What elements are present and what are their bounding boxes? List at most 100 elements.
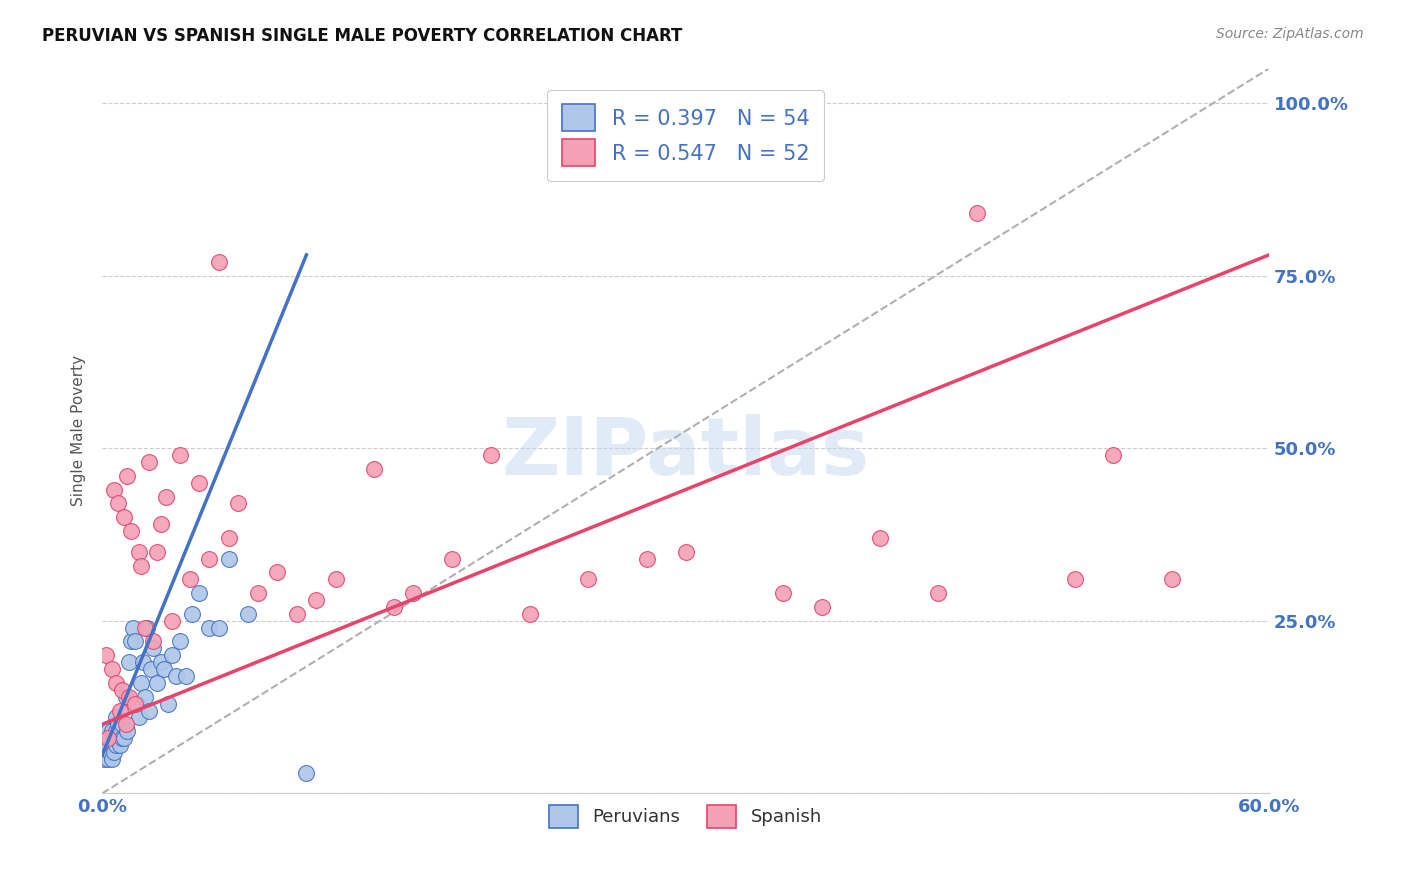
Point xyxy=(107,496,129,510)
Point xyxy=(136,621,159,635)
Point xyxy=(208,255,231,269)
Point xyxy=(114,717,136,731)
Point xyxy=(103,745,125,759)
Point xyxy=(94,648,117,663)
Point xyxy=(208,621,231,635)
Point xyxy=(101,738,124,752)
Point xyxy=(124,634,146,648)
Point xyxy=(305,593,328,607)
Point xyxy=(134,690,156,704)
Point xyxy=(363,462,385,476)
Point xyxy=(441,551,464,566)
Point xyxy=(104,724,127,739)
Point xyxy=(93,752,115,766)
Point xyxy=(927,586,949,600)
Point xyxy=(142,641,165,656)
Point xyxy=(128,545,150,559)
Point xyxy=(129,558,152,573)
Point xyxy=(285,607,308,621)
Point xyxy=(112,731,135,745)
Point xyxy=(810,599,832,614)
Point xyxy=(188,586,211,600)
Point xyxy=(180,607,202,621)
Point xyxy=(479,448,502,462)
Point xyxy=(104,738,127,752)
Point xyxy=(772,586,794,600)
Point xyxy=(138,455,160,469)
Point xyxy=(112,510,135,524)
Point xyxy=(169,448,191,462)
Point xyxy=(1102,448,1125,462)
Point xyxy=(103,731,125,745)
Point xyxy=(402,586,425,600)
Point xyxy=(111,717,134,731)
Point xyxy=(117,724,139,739)
Point xyxy=(101,724,124,739)
Point xyxy=(104,676,127,690)
Point xyxy=(107,717,129,731)
Point xyxy=(142,634,165,648)
Point xyxy=(97,752,120,766)
Point xyxy=(104,710,127,724)
Point xyxy=(111,682,134,697)
Point xyxy=(198,621,221,635)
Point xyxy=(134,621,156,635)
Point xyxy=(108,724,131,739)
Point xyxy=(149,517,172,532)
Point xyxy=(966,206,988,220)
Point xyxy=(1160,572,1182,586)
Point xyxy=(97,724,120,739)
Point xyxy=(97,731,120,745)
Point xyxy=(325,572,347,586)
Point xyxy=(266,566,288,580)
Point xyxy=(145,545,167,559)
Point xyxy=(120,634,142,648)
Point xyxy=(869,531,891,545)
Text: PERUVIAN VS SPANISH SINGLE MALE POVERTY CORRELATION CHART: PERUVIAN VS SPANISH SINGLE MALE POVERTY … xyxy=(42,27,682,45)
Point xyxy=(138,704,160,718)
Point xyxy=(165,669,187,683)
Point xyxy=(636,551,658,566)
Point xyxy=(98,745,121,759)
Point xyxy=(198,551,221,566)
Point xyxy=(576,572,599,586)
Point xyxy=(97,738,120,752)
Point xyxy=(118,690,141,704)
Point xyxy=(179,572,201,586)
Point xyxy=(117,468,139,483)
Point xyxy=(120,524,142,538)
Point xyxy=(519,607,541,621)
Point xyxy=(122,621,145,635)
Point xyxy=(94,745,117,759)
Point xyxy=(132,655,155,669)
Point xyxy=(111,731,134,745)
Point xyxy=(188,475,211,490)
Point xyxy=(246,586,269,600)
Point xyxy=(98,731,121,745)
Point xyxy=(127,697,149,711)
Point xyxy=(145,676,167,690)
Point xyxy=(149,655,172,669)
Point xyxy=(160,648,183,663)
Point xyxy=(218,551,240,566)
Point xyxy=(160,614,183,628)
Point xyxy=(139,662,162,676)
Point xyxy=(124,697,146,711)
Text: Source: ZipAtlas.com: Source: ZipAtlas.com xyxy=(1216,27,1364,41)
Point xyxy=(107,731,129,745)
Point xyxy=(114,690,136,704)
Point xyxy=(295,765,318,780)
Point xyxy=(382,599,405,614)
Point xyxy=(129,676,152,690)
Point xyxy=(101,662,124,676)
Y-axis label: Single Male Poverty: Single Male Poverty xyxy=(72,355,86,507)
Point xyxy=(228,496,250,510)
Point xyxy=(128,710,150,724)
Point xyxy=(174,669,197,683)
Point xyxy=(93,738,115,752)
Point xyxy=(218,531,240,545)
Point xyxy=(169,634,191,648)
Point xyxy=(153,662,176,676)
Point xyxy=(94,731,117,745)
Text: ZIPatlas: ZIPatlas xyxy=(502,414,870,491)
